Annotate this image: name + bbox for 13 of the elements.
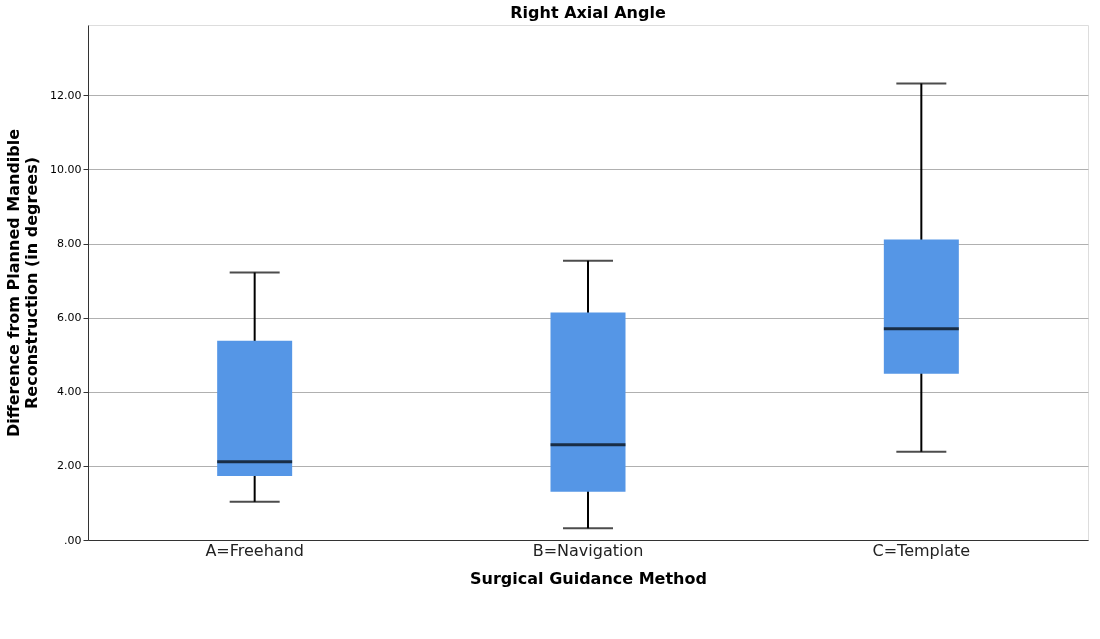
y-tick-label: 2.00: [57, 459, 82, 473]
y-axis-title: Difference from Planned Mandible Reconstruction (in degrees): [4, 128, 42, 438]
x-tick-label: C=Template: [872, 540, 971, 560]
x-tick-label: A=Freehand: [205, 540, 304, 560]
x-tick-label: B=Navigation: [532, 540, 644, 560]
x-axis-title: Surgical Guidance Method: [470, 568, 707, 588]
y-tick-label: 8.00: [57, 237, 82, 251]
y-tick-label: 4.00: [57, 385, 82, 399]
chart-title: Right Axial Angle: [510, 3, 666, 22]
y-tick-label: 10.00: [50, 163, 82, 176]
y-tick-label: .00: [64, 533, 82, 547]
y-tick-label: 12.00: [50, 88, 82, 102]
y-tick-label: 6.00: [57, 311, 82, 325]
